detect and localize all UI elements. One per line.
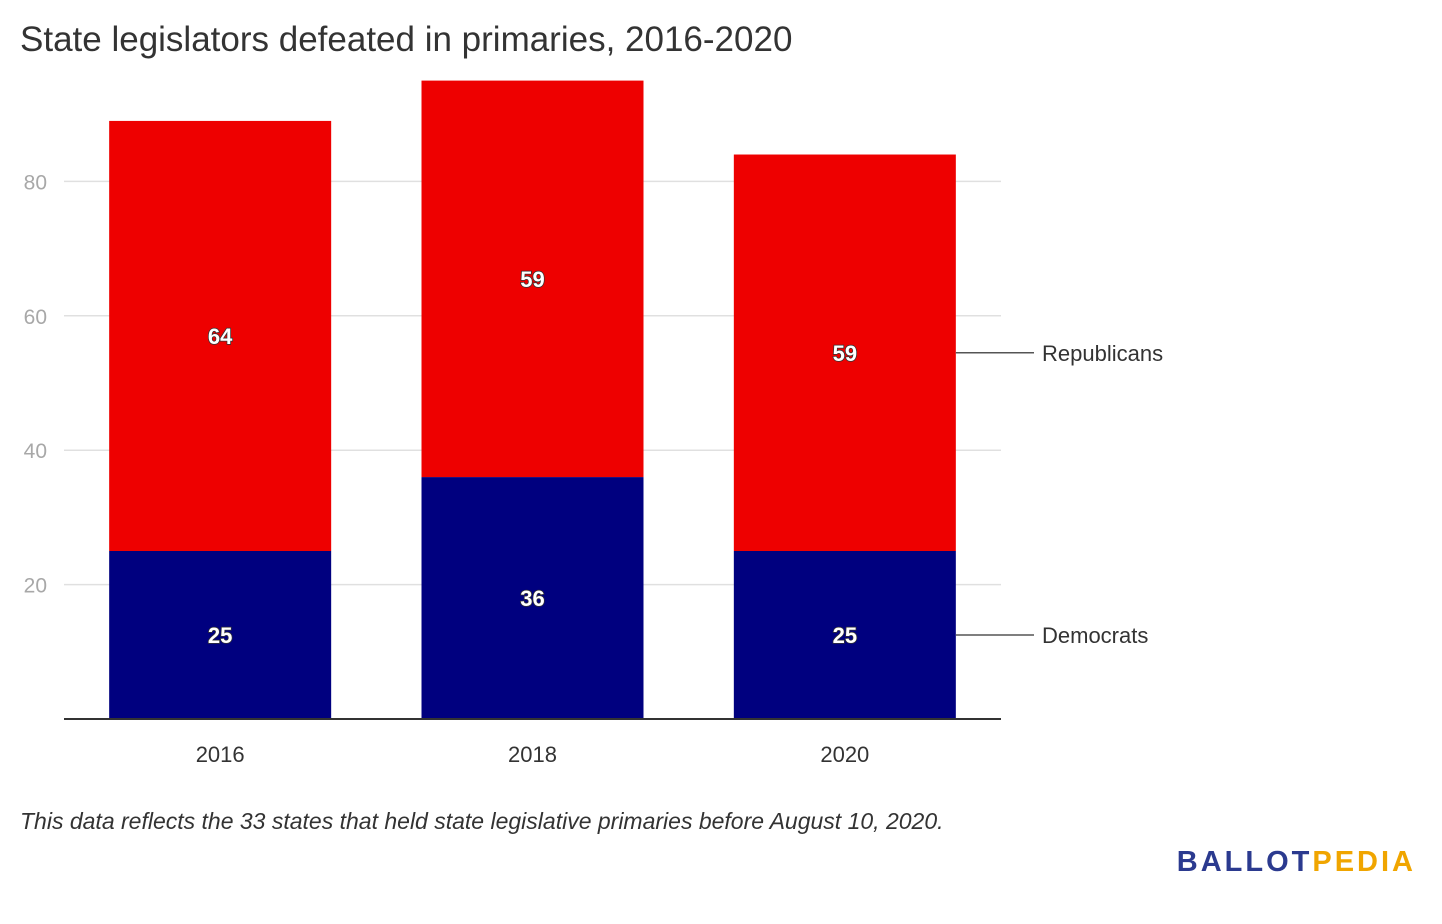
data-label-democrats-2020: 25 bbox=[833, 623, 857, 648]
data-label-republicans-2018: 59 bbox=[520, 267, 544, 292]
bar-democrats-2020 bbox=[733, 551, 956, 719]
logo-pedia-text: PEDIA bbox=[1312, 846, 1416, 878]
y-tick-label-20: 20 bbox=[24, 575, 47, 598]
legend-label-democrats: Democrats bbox=[1042, 623, 1148, 648]
y-tick-label-40: 40 bbox=[24, 440, 47, 463]
x-tick-label-2020: 2020 bbox=[820, 742, 869, 767]
logo-ballot-text: BALLOT bbox=[1176, 846, 1313, 878]
legend-label-republicans: Republicans bbox=[1042, 341, 1163, 366]
chart-title: State legislators defeated in primaries,… bbox=[20, 20, 793, 59]
data-label-republicans-2020: 59 bbox=[833, 341, 857, 366]
footnote: This data reflects the 33 states that he… bbox=[20, 808, 944, 834]
ballotpedia-logo: BALLOTPEDIA bbox=[1177, 846, 1416, 879]
bar-republicans-2018 bbox=[421, 80, 644, 478]
bar-republicans-2020 bbox=[733, 154, 956, 551]
bar-republicans-2016 bbox=[109, 120, 332, 552]
bar-democrats-2018 bbox=[421, 477, 644, 719]
data-label-republicans-2016: 64 bbox=[208, 324, 233, 349]
x-tick-label-2018: 2018 bbox=[508, 742, 557, 767]
x-tick-label-2016: 2016 bbox=[196, 742, 245, 767]
data-label-democrats-2018: 36 bbox=[520, 586, 544, 611]
bar-democrats-2016 bbox=[109, 551, 332, 719]
data-label-democrats-2016: 25 bbox=[208, 623, 232, 648]
y-tick-label-60: 60 bbox=[24, 306, 47, 329]
y-tick-label-80: 80 bbox=[24, 171, 47, 194]
